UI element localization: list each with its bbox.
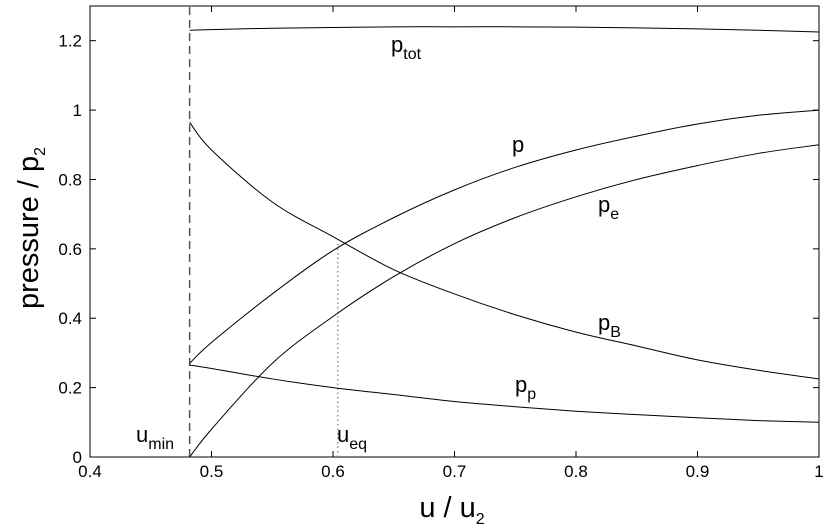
curve-labels-layer: ptot p pe pB pp umin ueq — [136, 32, 621, 453]
series-line-p-B — [189, 121, 820, 380]
series-line-p-p — [189, 364, 820, 423]
y-tick-label: 1.2 — [58, 32, 82, 51]
curve-label-p-p: pp — [515, 372, 536, 403]
x-tick-label: 0.5 — [200, 462, 224, 481]
curve-label-p-tot: ptot — [391, 32, 422, 63]
x-tick-label: 0.7 — [443, 462, 467, 481]
x-tick-label: 0.6 — [321, 462, 345, 481]
y-tick-label: 0.4 — [58, 309, 82, 328]
curve-label-p-e: pe — [598, 192, 619, 223]
x-tick-label: 0.4 — [78, 462, 102, 481]
annotation-layer — [188, 6, 339, 457]
x-tick-label: 1 — [814, 462, 823, 481]
plot-area-frame — [89, 5, 820, 458]
curve-label-p-B: pB — [598, 310, 621, 341]
x-axis-title: u / u2 — [419, 492, 484, 527]
ticks-layer: 0.4 0.5 0.6 0.7 0.8 0.9 1 0 0.2 0.4 0.6 0.8 1 1.2 — [58, 6, 824, 481]
y-axis-title: pressure / p2 — [13, 147, 49, 309]
y-tick-label: 1 — [73, 101, 82, 120]
series-line-p-tot — [189, 26, 820, 33]
curve-label-p: p — [512, 132, 524, 157]
annotation-label-u-min: umin — [136, 422, 174, 453]
series-line-p-e — [189, 144, 820, 458]
annotation-label-u-eq: ueq — [337, 422, 367, 453]
y-tick-label: 0.2 — [58, 379, 82, 398]
series-line-p — [189, 109, 820, 364]
y-tick-label: 0.8 — [58, 170, 82, 189]
y-tick-label: 0 — [73, 448, 82, 467]
y-tick-label: 0.6 — [58, 240, 82, 259]
x-tick-label: 0.8 — [564, 462, 588, 481]
x-tick-label: 0.9 — [686, 462, 710, 481]
curves-layer — [189, 26, 820, 458]
